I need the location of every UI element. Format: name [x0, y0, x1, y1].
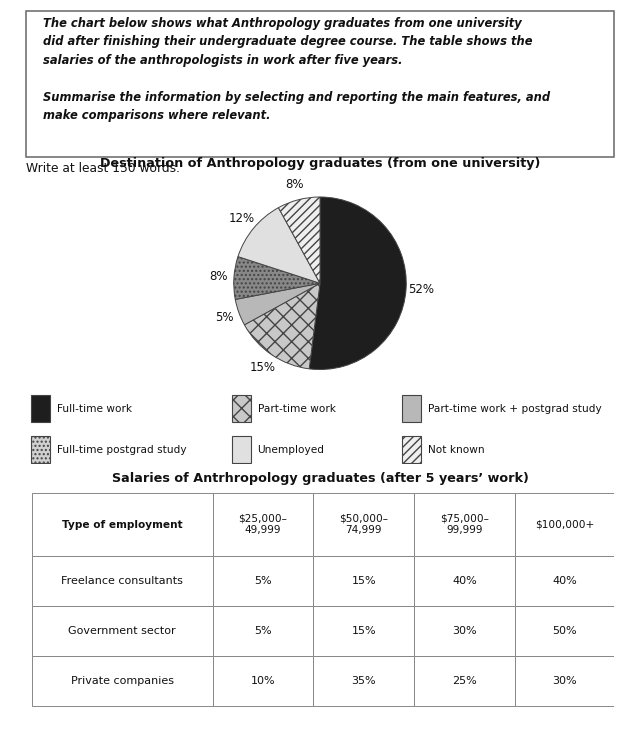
- Wedge shape: [278, 197, 320, 283]
- Text: 12%: 12%: [228, 212, 255, 225]
- Bar: [32, 493, 212, 556]
- Text: 25%: 25%: [452, 676, 477, 686]
- Text: $75,000–
99,999: $75,000– 99,999: [440, 514, 489, 536]
- Text: 30%: 30%: [452, 626, 477, 636]
- Text: 10%: 10%: [251, 676, 275, 686]
- Text: 40%: 40%: [452, 576, 477, 586]
- Bar: [414, 606, 515, 656]
- Wedge shape: [236, 283, 320, 325]
- Bar: [314, 556, 414, 606]
- Text: 5%: 5%: [254, 576, 272, 586]
- Bar: [212, 556, 314, 606]
- Bar: [212, 493, 314, 556]
- Text: Government sector: Government sector: [68, 626, 176, 636]
- Text: Freelance consultants: Freelance consultants: [61, 576, 183, 586]
- Bar: [31, 395, 51, 422]
- Text: 5%: 5%: [254, 626, 272, 636]
- Bar: [515, 493, 614, 556]
- Text: Full-time work: Full-time work: [58, 404, 132, 414]
- Text: Write at least 150 words.: Write at least 150 words.: [26, 162, 180, 175]
- Bar: [314, 493, 414, 556]
- Text: Part-time work + postgrad study: Part-time work + postgrad study: [428, 404, 602, 414]
- Text: 15%: 15%: [250, 361, 276, 374]
- Wedge shape: [309, 197, 406, 369]
- Text: $100,000+: $100,000+: [535, 520, 595, 530]
- Text: Unemployed: Unemployed: [257, 444, 324, 455]
- Text: The chart below shows what Anthropology graduates from one university
did after : The chart below shows what Anthropology …: [44, 17, 550, 122]
- Bar: [232, 395, 250, 422]
- Text: Type of employment: Type of employment: [62, 520, 182, 530]
- Text: 40%: 40%: [552, 576, 577, 586]
- Text: Not known: Not known: [428, 444, 485, 455]
- Text: 50%: 50%: [552, 626, 577, 636]
- Bar: [212, 656, 314, 706]
- Bar: [32, 656, 212, 706]
- Text: 15%: 15%: [351, 626, 376, 636]
- Bar: [212, 606, 314, 656]
- Text: 8%: 8%: [285, 178, 304, 192]
- Text: 35%: 35%: [351, 676, 376, 686]
- Bar: [515, 656, 614, 706]
- Bar: [414, 493, 515, 556]
- Bar: [314, 656, 414, 706]
- Text: 52%: 52%: [408, 283, 435, 296]
- Bar: [515, 556, 614, 606]
- Bar: [232, 436, 250, 463]
- Bar: [515, 606, 614, 656]
- Text: Private companies: Private companies: [71, 676, 174, 686]
- Text: $50,000–
74,999: $50,000– 74,999: [339, 514, 388, 536]
- Text: Part-time work: Part-time work: [257, 404, 335, 414]
- Bar: [414, 556, 515, 606]
- Bar: [314, 606, 414, 656]
- Bar: [403, 395, 421, 422]
- Text: Full-time postgrad study: Full-time postgrad study: [58, 444, 187, 455]
- Bar: [32, 606, 212, 656]
- Bar: [403, 436, 421, 463]
- Text: 15%: 15%: [351, 576, 376, 586]
- Wedge shape: [234, 257, 320, 300]
- Text: $25,000–
49,999: $25,000– 49,999: [239, 514, 287, 536]
- Wedge shape: [238, 208, 320, 283]
- Text: 5%: 5%: [215, 311, 234, 325]
- Text: Salaries of Antrhropology graduates (after 5 years’ work): Salaries of Antrhropology graduates (aft…: [111, 472, 529, 485]
- Text: 30%: 30%: [552, 676, 577, 686]
- Bar: [32, 556, 212, 606]
- Bar: [31, 436, 51, 463]
- Text: 8%: 8%: [209, 270, 228, 284]
- Title: Destination of Anthropology graduates (from one university): Destination of Anthropology graduates (f…: [100, 157, 540, 170]
- Bar: [414, 656, 515, 706]
- Wedge shape: [244, 283, 320, 369]
